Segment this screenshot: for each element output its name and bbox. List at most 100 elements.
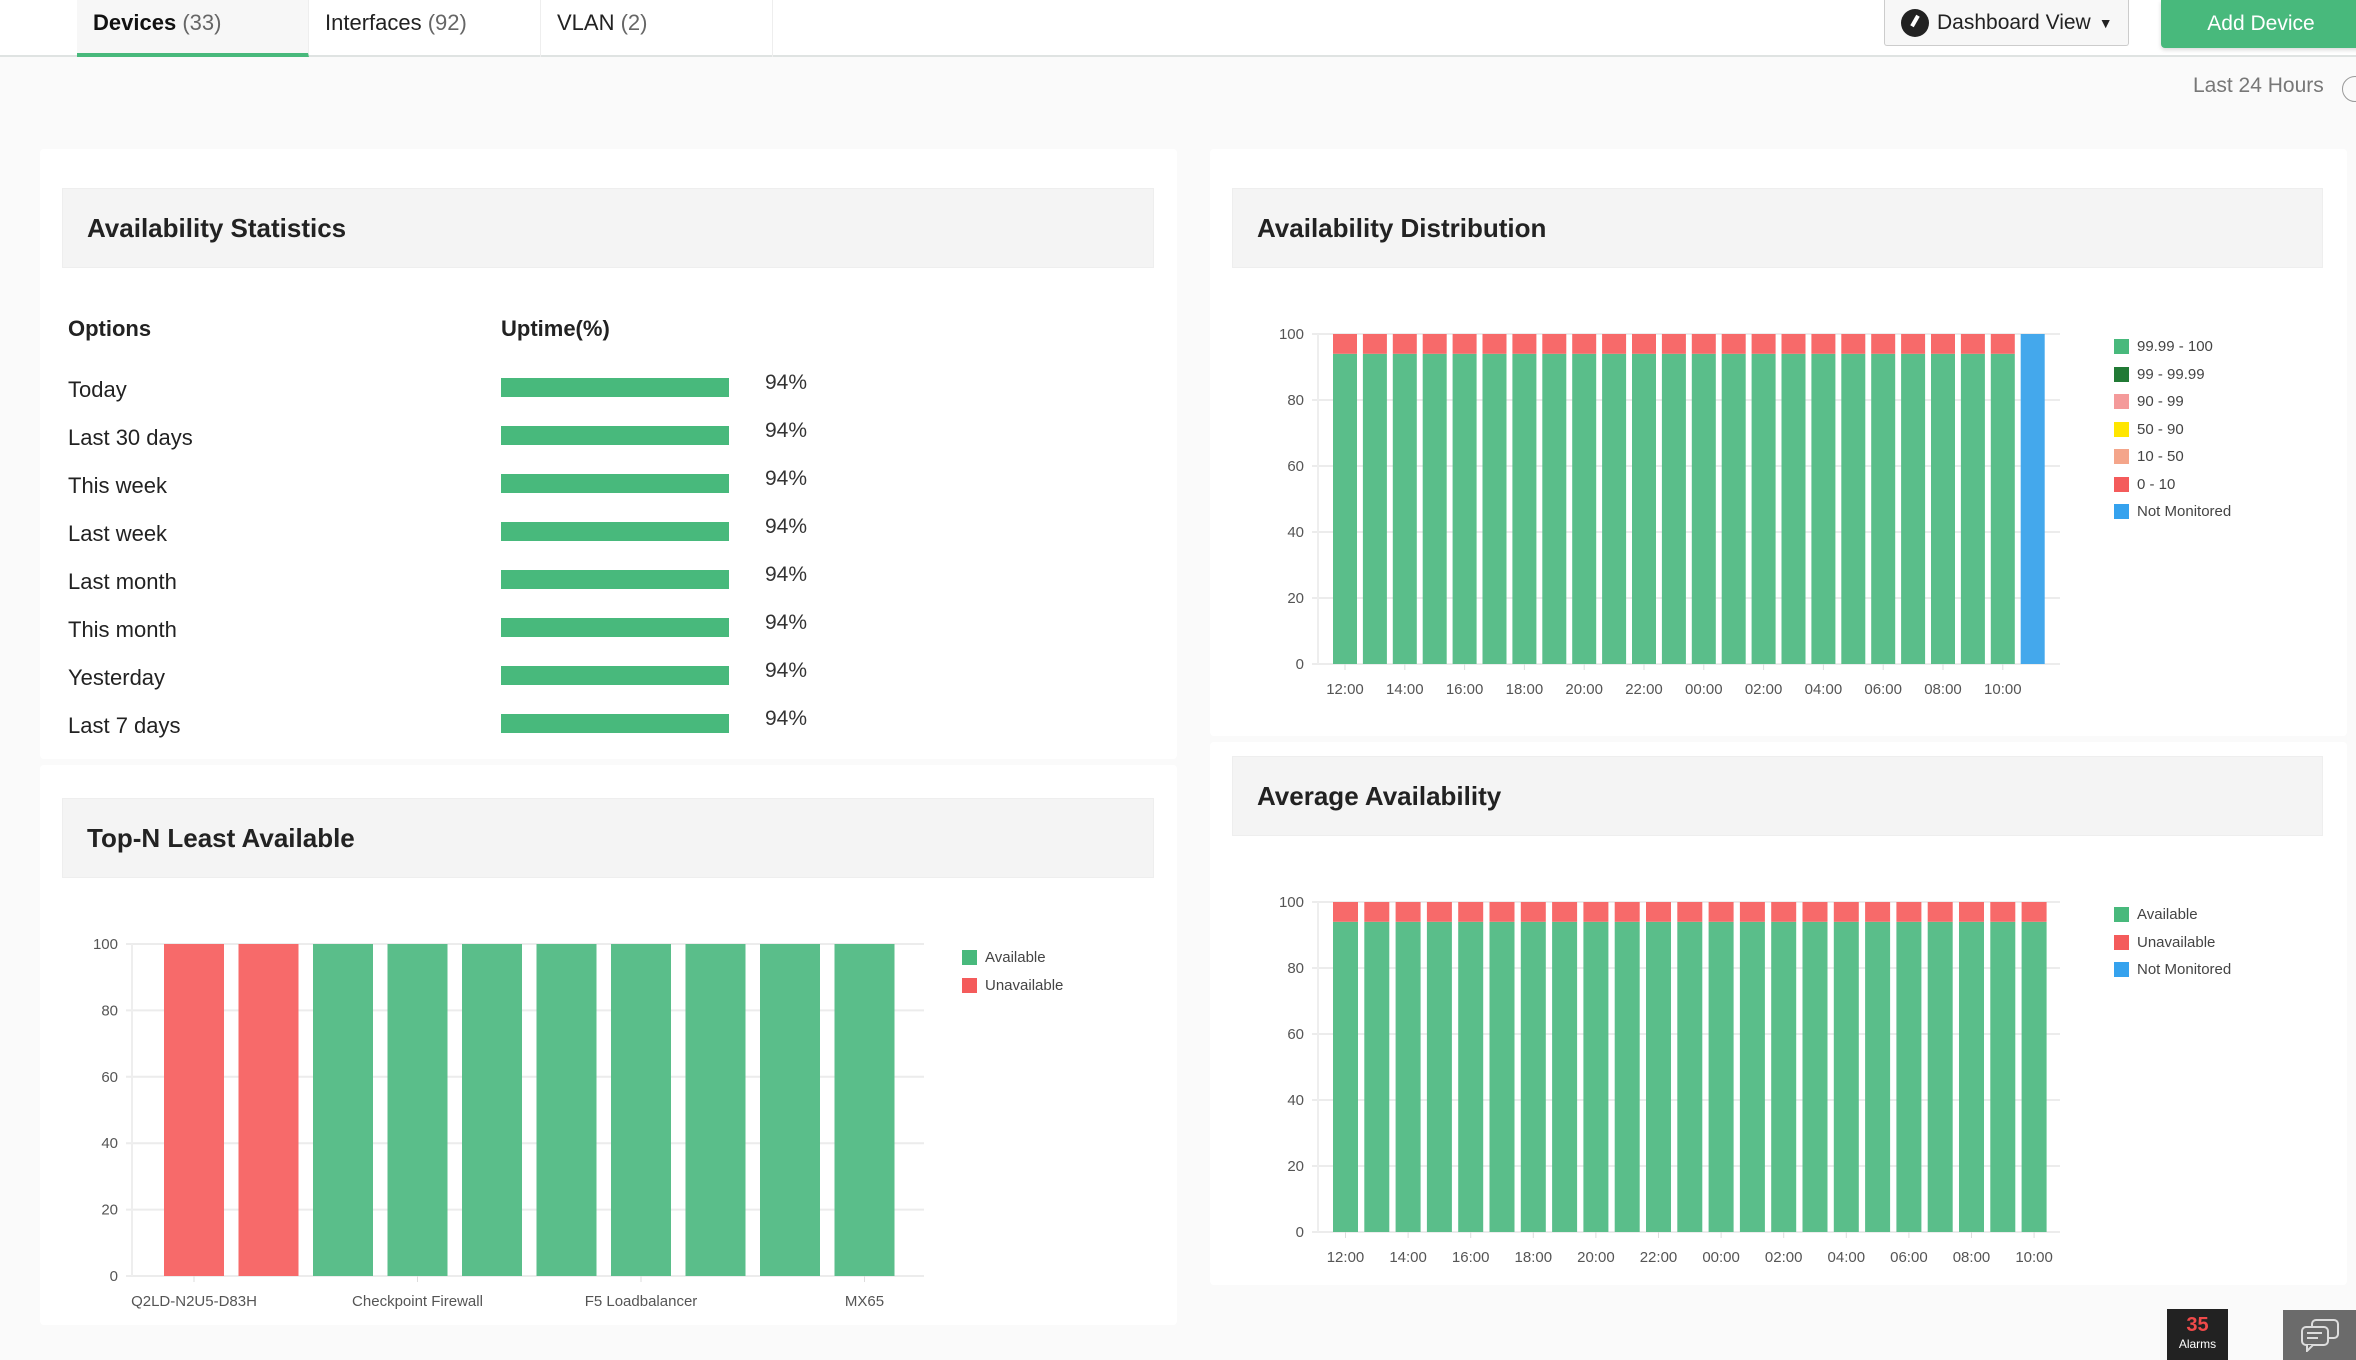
bar-segment	[1927, 921, 1953, 1232]
stats-row-label: Yesterday	[68, 665, 166, 690]
bar-segment	[1833, 902, 1859, 922]
tab-vlan[interactable]: VLAN (2)	[541, 0, 773, 57]
bar-segment	[238, 944, 299, 1276]
legend-item[interactable]: 90 - 99	[2114, 388, 2231, 416]
stats-row-label: This month	[68, 617, 177, 642]
bar-segment	[1632, 334, 1656, 354]
alarms-count: 35	[2186, 1314, 2209, 1336]
tab-interfaces[interactable]: Interfaces (92)	[309, 0, 541, 57]
bar-segment	[1489, 921, 1515, 1232]
x-tick-label: 22:00	[1640, 1249, 1678, 1266]
bar-segment	[1959, 921, 1984, 1232]
x-tick-label: Checkpoint Firewall	[352, 1293, 483, 1310]
legend-item[interactable]: Not Monitored	[2114, 956, 2231, 984]
dashboard-view-dropdown[interactable]: Dashboard View ▼	[1884, 0, 2129, 46]
bar-segment	[1452, 353, 1477, 664]
y-tick-label: 0	[1296, 1224, 1304, 1241]
legend-swatch	[962, 950, 977, 966]
legend-label: Not Monitored	[2137, 961, 2232, 979]
x-tick-label: 00:00	[1702, 1249, 1740, 1266]
bar-segment	[1512, 334, 1537, 354]
legend-item[interactable]: Unavailable	[2114, 929, 2231, 957]
y-tick-label: 80	[1287, 392, 1304, 409]
x-tick-label: 12:00	[1327, 1249, 1365, 1266]
options-column-header: Options	[68, 316, 152, 341]
bar-segment	[1395, 921, 1421, 1232]
legend-item[interactable]: Unavailable	[962, 972, 1063, 1000]
stats-row-label: Last 7 days	[68, 713, 181, 738]
bar-segment	[1865, 921, 1891, 1232]
bar-segment	[462, 944, 522, 1276]
bar-segment	[1392, 353, 1417, 664]
uptime-bar	[501, 378, 729, 397]
x-tick-label: 14:00	[1389, 1249, 1427, 1266]
legend-label: 90 - 99	[2137, 393, 2184, 411]
bar-segment	[1901, 334, 1926, 354]
top-bar: Devices (33) Interfaces (92) VLAN (2) Da…	[0, 0, 2356, 57]
x-tick-label: 10:00	[1984, 681, 2022, 698]
uptime-value: 94%	[765, 659, 808, 682]
bar-segment	[1583, 902, 1609, 922]
bar-segment	[1583, 921, 1609, 1232]
y-tick-label: 60	[1287, 458, 1304, 475]
bar-segment	[1739, 921, 1765, 1232]
bar-segment	[1392, 334, 1417, 354]
alarms-button[interactable]: 35 Alarms	[2167, 1309, 2228, 1360]
top-n-title: Top-N Least Available	[62, 798, 1154, 878]
bar-segment	[536, 944, 597, 1276]
stats-row-label: Last month	[68, 569, 177, 594]
legend-swatch	[962, 977, 977, 993]
legend-item[interactable]: 50 - 90	[2114, 416, 2231, 444]
legend-item[interactable]: 99.99 - 100	[2114, 333, 2231, 361]
bar-segment	[2020, 334, 2045, 664]
add-device-button[interactable]: Add Device	[2161, 0, 2356, 48]
bar-segment	[1708, 921, 1734, 1232]
chat-button[interactable]	[2283, 1310, 2356, 1360]
bar-segment	[1990, 353, 2015, 664]
legend-swatch	[2114, 449, 2129, 465]
y-tick-label: 0	[1296, 656, 1304, 673]
caret-down-icon: ▼	[2098, 14, 2113, 31]
legend-item[interactable]: Available	[962, 944, 1063, 972]
bar-segment	[1482, 334, 1507, 354]
availability-distribution-chart: 0 20 40 60 80 100 12:00 14:00 16:00 18:00 20:00 22:…	[1279, 326, 2060, 698]
average-availability-legend: Available Unavailable Not Monitored	[2114, 901, 2231, 984]
y-tick-label: 40	[1287, 524, 1304, 541]
legend-swatch	[2114, 366, 2129, 382]
time-period-selector[interactable]: Last 24 Hours	[2193, 74, 2324, 97]
bar-segment	[1602, 353, 1627, 664]
availability-distribution-legend: 99.99 - 100 99 - 99.99 90 - 99 50 - 90 10 - …	[2114, 333, 2231, 526]
x-tick-label: 08:00	[1924, 681, 1962, 698]
legend-swatch	[2114, 907, 2129, 923]
uptime-bar-fill	[501, 570, 729, 589]
bar-segment	[1990, 902, 2016, 922]
uptime-bar	[501, 522, 729, 541]
bar-segment	[1520, 921, 1546, 1232]
bar-segment	[1542, 353, 1567, 664]
tab-devices[interactable]: Devices (33)	[77, 0, 309, 57]
x-tick-label: F5 Loadbalancer	[585, 1293, 698, 1310]
legend-item[interactable]: 10 - 50	[2114, 443, 2231, 471]
legend-item[interactable]: Available	[2114, 901, 2231, 929]
y-tick-label: 80	[101, 1002, 118, 1019]
time-period-icon[interactable]	[2342, 76, 2356, 102]
x-tick-label: Q2LD-N2U5-D83H	[131, 1293, 257, 1310]
bar-segment	[1739, 902, 1765, 922]
legend-item[interactable]: Not Monitored	[2114, 498, 2231, 526]
uptime-bar-fill	[501, 474, 729, 493]
legend-label: Unavailable	[2137, 933, 2216, 951]
stats-row-label: Today	[68, 377, 127, 402]
uptime-bar-fill	[501, 714, 729, 733]
y-tick-label: 20	[101, 1202, 118, 1219]
bar-segment	[1362, 334, 1387, 354]
legend-item[interactable]: 0 - 10	[2114, 471, 2231, 499]
legend-item[interactable]: 99 - 99.99	[2114, 361, 2231, 389]
y-tick-label: 20	[1287, 1158, 1304, 1175]
x-tick-label: 02:00	[1745, 681, 1783, 698]
bar-segment	[2021, 921, 2047, 1232]
bar-segment	[1960, 353, 1985, 664]
bar-segment	[1614, 902, 1640, 922]
uptime-bar	[501, 714, 729, 733]
bar-segment	[1896, 902, 1922, 922]
bar-segment	[1771, 921, 1797, 1232]
